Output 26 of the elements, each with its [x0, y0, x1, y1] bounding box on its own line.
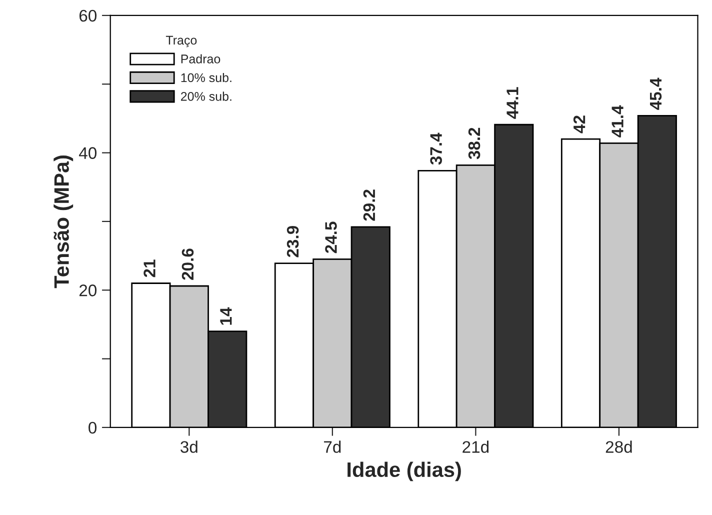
- data-label: 42: [573, 116, 586, 134]
- legend-label: 10% sub.: [181, 72, 232, 82]
- legend-label: 20% sub.: [180, 92, 232, 101]
- data-label: 14: [220, 307, 232, 325]
- y-tick-label: 60: [79, 10, 97, 22]
- data-label: 41.4: [612, 105, 624, 138]
- data-label: 45.4: [650, 78, 662, 110]
- x-tick-label: 21d: [462, 440, 489, 453]
- y-axis-title: Tensão (MPa): [54, 156, 74, 288]
- y-tick-label: 0: [88, 422, 97, 434]
- y-tick-label: 20: [79, 284, 97, 296]
- data-label: 20.6: [182, 248, 194, 280]
- x-axis-title: Idade (dias): [348, 462, 461, 482]
- data-label: 23.9: [286, 226, 299, 258]
- data-label: 24.5: [325, 222, 337, 254]
- x-tick-label: 7d: [324, 440, 341, 453]
- data-label: 37.4: [430, 132, 442, 165]
- x-tick-label: 3d: [180, 440, 198, 453]
- data-label: 21: [144, 260, 156, 278]
- x-tick-label: 28d: [606, 440, 632, 453]
- data-label: 29.2: [363, 190, 376, 221]
- legend-title: Traço: [166, 36, 197, 48]
- legend-label: Padrao: [181, 54, 220, 64]
- data-label: 38.2: [468, 128, 480, 160]
- data-label: 44.1: [506, 87, 518, 119]
- y-tick-label: 40: [79, 147, 97, 159]
